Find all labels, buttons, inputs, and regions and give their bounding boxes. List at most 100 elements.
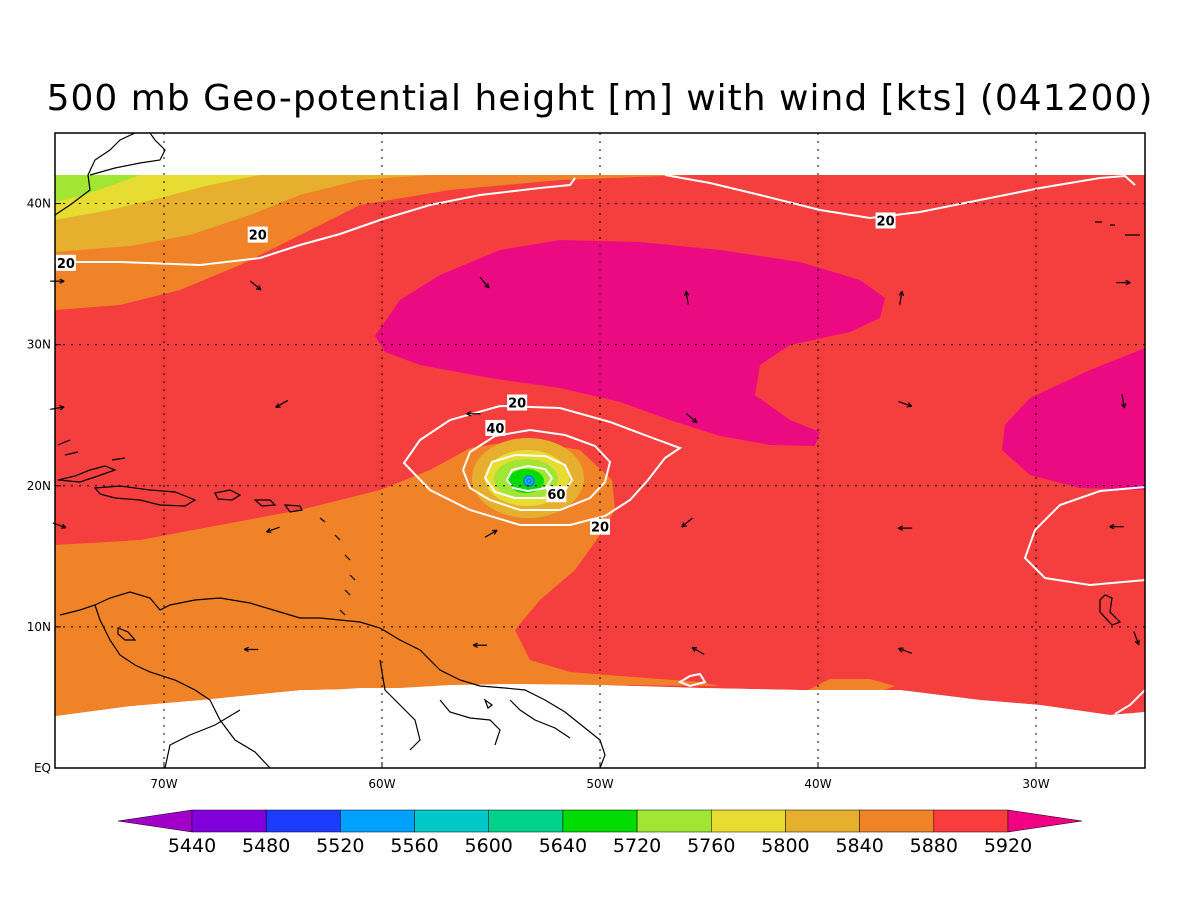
- x-tick-label: 70W: [150, 777, 177, 791]
- wind-contour-se: [1114, 689, 1145, 715]
- colorbar-swatch: [711, 809, 786, 833]
- wind-speed-contours: [55, 174, 1145, 715]
- wind-contour-20-northeast: [664, 174, 1136, 220]
- contour-label: 20: [875, 212, 896, 229]
- contour-label-text: 20: [877, 214, 895, 229]
- colorbar-label: 5840: [835, 835, 883, 857]
- contour-label-text: 20: [591, 521, 609, 536]
- colorbar-label: 5760: [687, 835, 735, 857]
- contour-label: 20: [55, 254, 76, 272]
- x-tick-label: 30W: [1022, 777, 1049, 791]
- wind-arrow: [243, 646, 259, 653]
- colorbar-swatch: [636, 809, 712, 833]
- colorbar-swatch: [340, 809, 415, 833]
- wind-arrow: [898, 290, 904, 306]
- wind-arrow: [1116, 279, 1131, 286]
- colorbar-swatch: [191, 809, 267, 833]
- wind-arrow: [685, 413, 698, 424]
- wind-arrow: [249, 280, 262, 291]
- wind-arrow: [466, 411, 481, 417]
- wind-arrow: [479, 276, 490, 289]
- colorbar-label: 5800: [761, 835, 809, 857]
- wind-arrow: [472, 642, 488, 648]
- wind-arrow: [1109, 523, 1124, 530]
- lat-lon-grid: [55, 133, 1145, 768]
- wind-arrow: [684, 290, 690, 306]
- colorbar-upper-triangle: [1007, 809, 1083, 833]
- x-tick-label: 60W: [368, 777, 395, 791]
- contour-label: 20: [590, 518, 610, 536]
- wind-arrow: [898, 647, 912, 654]
- colorbar-label: 5440: [168, 835, 216, 857]
- colorbar-swatch: [933, 809, 1009, 833]
- colorbar-swatch: [859, 809, 935, 833]
- coastlines: [55, 133, 1140, 768]
- height-band-5720: [55, 175, 140, 202]
- y-tick-label: 40N: [27, 197, 51, 211]
- height-band-5600-core: [523, 476, 535, 486]
- y-tick-label: EQ: [34, 761, 51, 775]
- height-band-5840-patch: [808, 679, 895, 692]
- coast-azores: [1095, 221, 1140, 236]
- colorbar-swatch: [414, 809, 489, 833]
- wind-arrow: [265, 526, 280, 534]
- contour-label-text: 20: [508, 397, 526, 412]
- colorbar: 5440 5480 5520 5560 5600 5640 5720 5760 5800 5840…: [117, 809, 1083, 857]
- wind-contour-60: [483, 453, 574, 499]
- colorbar-lower-triangle: [117, 809, 193, 833]
- y-tick-label: 10N: [27, 620, 51, 634]
- colorbar-swatch: [562, 809, 638, 833]
- wind-arrow: [1121, 394, 1127, 409]
- wind-contour-80: [505, 464, 554, 493]
- wind-arrow: [898, 400, 913, 408]
- contour-label-text: 60: [547, 488, 565, 503]
- wind-arrow: [484, 529, 498, 538]
- colorbar-label: 5880: [910, 835, 958, 857]
- wind-vectors: [50, 276, 1140, 655]
- height-band-5920-east: [1002, 348, 1145, 490]
- contour-label: 20: [247, 226, 268, 244]
- y-axis: EQ 10N 20N 30N 40N: [27, 197, 61, 775]
- height-band-5920-north: [375, 240, 885, 446]
- contour-label: 40: [485, 419, 506, 437]
- coast-south-america: [59, 591, 606, 768]
- wind-arrow: [691, 646, 705, 655]
- x-tick-label: 40W: [804, 777, 831, 791]
- colorbar-swatch: [488, 809, 564, 833]
- contour-label-text: 20: [249, 229, 267, 244]
- wind-contour-east: [1023, 486, 1145, 587]
- contour-labels: 20 20 20 20 20 40 60: [55, 212, 896, 536]
- wind-contour-10n: [677, 672, 707, 688]
- wind-contour-20-storm: [402, 404, 683, 526]
- wind-arrow: [50, 405, 65, 411]
- colorbar-label: 5920: [984, 835, 1032, 857]
- colorbar-label: 5520: [316, 835, 364, 857]
- colorbar-label: 5560: [390, 835, 438, 857]
- y-tick-label: 20N: [27, 479, 51, 493]
- wind-arrow: [50, 278, 65, 284]
- coast-north-america: [55, 133, 166, 216]
- contour-label-text: 40: [486, 422, 504, 437]
- wind-contour-20-north: [55, 177, 576, 267]
- colorbar-label: 5480: [242, 835, 290, 857]
- colorbar-swatch: [265, 809, 341, 833]
- wind-arrow: [681, 517, 693, 528]
- colorbar-label: 5600: [465, 835, 513, 857]
- y-tick-label: 30N: [27, 338, 51, 352]
- wind-arrow: [275, 399, 289, 409]
- coast-east-isles: [1099, 594, 1122, 626]
- colorbar-label: 5640: [539, 835, 587, 857]
- x-axis: 70W 60W 50W 40W 30W: [150, 762, 1050, 791]
- wind-arrow: [897, 525, 913, 531]
- contour-label-text: 20: [57, 257, 75, 272]
- contour-label: 20: [507, 394, 528, 412]
- coast-caribbean-islands: [57, 439, 356, 616]
- colorbar-label: 5720: [613, 835, 661, 857]
- contour-label: 60: [546, 486, 567, 503]
- wind-arrow: [1133, 631, 1140, 646]
- coast-guiana-borders: [379, 659, 571, 751]
- x-tick-label: 50W: [586, 777, 613, 791]
- colorbar-swatch: [785, 809, 860, 833]
- map-title: 500 mb Geo-potential height [m] with win…: [46, 78, 1154, 119]
